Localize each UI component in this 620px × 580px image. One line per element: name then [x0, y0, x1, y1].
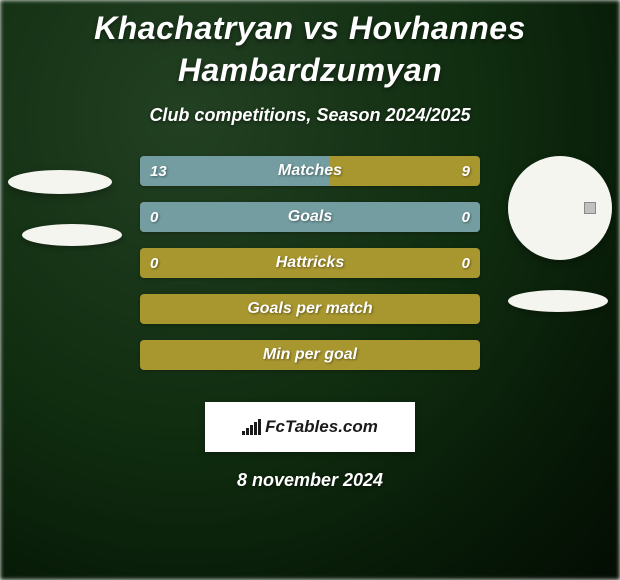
player-left-avatar: [8, 170, 112, 194]
comparison-title: Khachatryan vs Hovhannes Hambardzumyan: [0, 0, 620, 91]
stat-row: 13Matches9: [140, 156, 480, 186]
stat-value-right: 0: [462, 202, 470, 232]
date-text: 8 november 2024: [0, 470, 620, 491]
stat-bars: 13Matches90Goals00Hattricks0Goals per ma…: [140, 156, 480, 386]
logo-box[interactable]: FcTables.com: [205, 402, 415, 452]
stat-label: Goals: [140, 202, 480, 232]
stat-label: Hattricks: [140, 248, 480, 278]
title-line-1: Khachatryan vs Hovhannes: [94, 10, 526, 46]
stat-row: Goals per match: [140, 294, 480, 324]
player-left-shadow: [22, 224, 122, 246]
stat-value-right: 0: [462, 248, 470, 278]
stat-label: Matches: [140, 156, 480, 186]
player-right-shadow: [508, 290, 608, 312]
logo: FcTables.com: [242, 417, 378, 437]
stat-value-right: 9: [462, 156, 470, 186]
stat-row: 0Goals0: [140, 202, 480, 232]
chart-icon: [242, 419, 261, 435]
comparison-subtitle: Club competitions, Season 2024/2025: [0, 105, 620, 126]
stat-row: Min per goal: [140, 340, 480, 370]
title-line-2: Hambardzumyan: [178, 52, 442, 88]
stat-row: 0Hattricks0: [140, 248, 480, 278]
avatar-placeholder-icon: [584, 202, 596, 214]
logo-text: FcTables.com: [265, 417, 378, 437]
stat-label: Min per goal: [140, 340, 480, 370]
content-wrapper: Khachatryan vs Hovhannes Hambardzumyan C…: [0, 0, 620, 580]
comparison-area: 13Matches90Goals00Hattricks0Goals per ma…: [0, 156, 620, 396]
player-right-column: [508, 156, 612, 312]
player-left-column: [8, 156, 122, 246]
player-right-avatar: [508, 156, 612, 260]
stat-label: Goals per match: [140, 294, 480, 324]
